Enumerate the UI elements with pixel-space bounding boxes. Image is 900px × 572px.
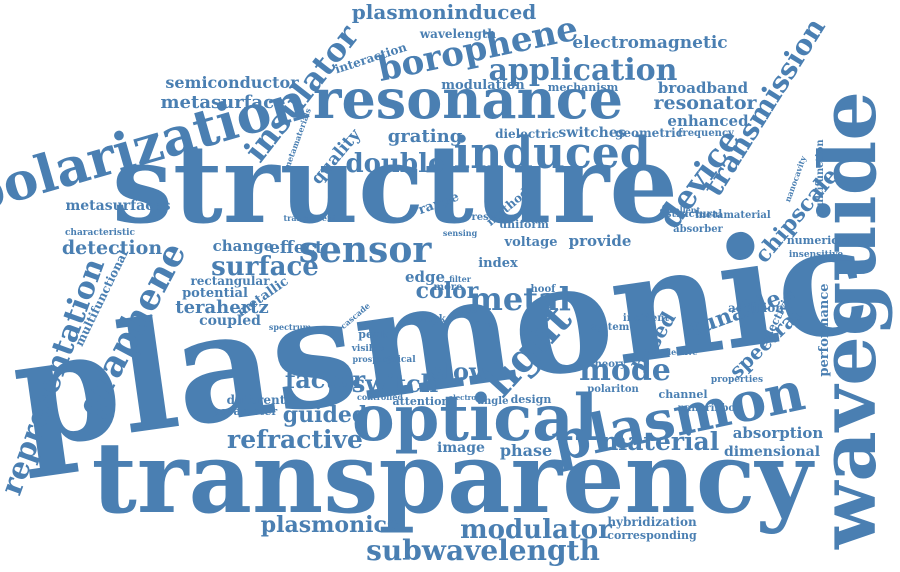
word: phase <box>500 441 552 460</box>
word: subwavelength <box>366 534 600 567</box>
word: incident <box>623 313 670 324</box>
word: corresponding <box>607 529 697 542</box>
word: mechanism <box>548 81 619 94</box>
word: modulation <box>441 78 525 93</box>
word: waveguide <box>803 91 894 550</box>
word: nanoribbon <box>678 403 743 414</box>
word: dual <box>459 306 482 316</box>
word: absorption <box>733 424 824 442</box>
word: visible <box>351 344 385 354</box>
word: switch <box>352 369 438 398</box>
word: ring <box>431 320 450 330</box>
word: mode <box>579 353 671 388</box>
word: selective <box>658 347 697 357</box>
word: plasmonics <box>261 512 399 538</box>
word: voltage <box>504 235 558 250</box>
word: numerical <box>787 234 850 247</box>
word: characteristic <box>65 228 136 238</box>
word: electrode <box>449 393 486 402</box>
word: structure <box>112 122 678 248</box>
word: sensing <box>443 228 478 238</box>
word: rectangular <box>190 274 270 288</box>
word: peak <box>358 328 388 341</box>
word: metasurfaces <box>65 198 170 214</box>
word: spectrum <box>269 322 312 332</box>
word: attention <box>393 395 450 408</box>
word: dielectric <box>495 127 559 141</box>
word: detection <box>62 237 162 259</box>
word: metasurface <box>161 92 286 113</box>
word: angle <box>478 396 509 407</box>
word: metamaterial <box>695 210 771 221</box>
word: physical <box>374 355 416 365</box>
word: insensitive <box>789 250 844 260</box>
word: slow <box>430 357 491 386</box>
word: system <box>591 322 630 333</box>
word: index <box>478 256 518 271</box>
word: performance <box>817 283 832 376</box>
word: wavelength <box>419 27 497 41</box>
word: resonance <box>313 67 623 131</box>
word: resonator <box>653 92 757 114</box>
word: channel <box>659 388 708 401</box>
word: transparent <box>283 213 336 223</box>
word: switches <box>558 125 625 141</box>
word: controlled <box>357 392 403 402</box>
word: multifunction <box>815 139 826 217</box>
word: prospect <box>353 354 392 364</box>
word: potential <box>182 286 248 301</box>
word: enhanced <box>667 112 749 130</box>
word: electromagnetic <box>572 33 727 53</box>
word: color <box>416 278 479 304</box>
word: application <box>489 53 678 88</box>
word: edge <box>405 268 445 286</box>
word: guided <box>283 402 368 428</box>
word: filter <box>449 274 472 284</box>
word: induced <box>453 128 650 179</box>
word: design <box>511 393 552 406</box>
word: work <box>417 314 447 325</box>
word: polariton <box>587 384 639 395</box>
word: material <box>601 427 719 456</box>
word: transparency <box>92 421 816 536</box>
word: different <box>227 393 286 407</box>
word: factor <box>285 365 366 394</box>
word: absorber <box>673 224 723 235</box>
word: theory <box>590 359 627 370</box>
word: excellent <box>660 205 701 215</box>
word: image <box>437 440 485 456</box>
word: surface <box>211 252 319 282</box>
word: metal <box>469 280 571 318</box>
word: refractive <box>227 425 363 454</box>
word: sensor <box>299 229 433 271</box>
word: structural <box>666 209 723 220</box>
word: properties <box>711 375 763 385</box>
word: film <box>475 321 495 331</box>
word: effect <box>269 238 323 258</box>
word: double <box>345 149 444 179</box>
word: optical <box>352 381 598 456</box>
word: result <box>472 212 505 223</box>
word: dimensional <box>724 444 820 460</box>
word: provide <box>569 232 632 250</box>
word: broadband <box>658 79 749 97</box>
word: terahertz <box>175 297 268 318</box>
word: hybridization <box>607 515 697 529</box>
word: change <box>213 237 274 255</box>
word: uniform <box>499 218 549 231</box>
word: addition <box>728 301 784 315</box>
word: geometric <box>615 126 683 140</box>
word: coupled <box>199 313 261 329</box>
word: modulator <box>460 515 612 545</box>
word: grating <box>388 126 463 147</box>
word: parameter <box>213 405 277 418</box>
word: semiconductor <box>165 73 299 92</box>
word: more <box>434 282 463 293</box>
word: frequency <box>678 128 735 139</box>
word: plasmoninduced <box>352 0 536 24</box>
word: hoof <box>531 284 557 295</box>
